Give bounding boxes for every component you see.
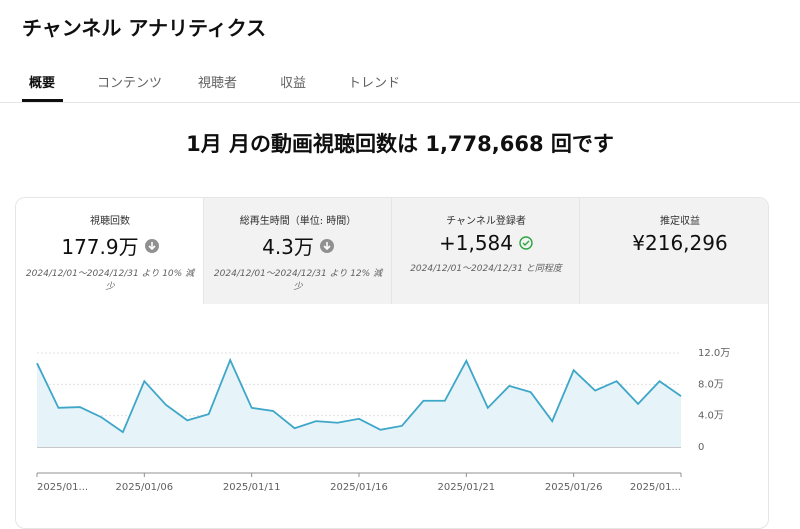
down-icon [144,238,159,253]
tab[interactable]: 視聴者 [198,76,238,91]
tab[interactable]: コンテンツ [97,76,163,91]
analytics-panel: 視聴回数 177.9万 2024/12/01〜2024/12/31 より 10%… [15,197,769,529]
metric-card[interactable]: 視聴回数 177.9万 2024/12/01〜2024/12/31 より 10%… [16,198,204,304]
metric-row: 4.3万 [204,231,392,260]
tab[interactable]: 概要 [29,76,56,91]
metric-row: ¥216,296 [580,231,768,255]
x-tick-label: 2025/01/11 [223,482,281,493]
metric-comparison: 2024/12/01〜2024/12/31 より 12% 減少 [213,269,383,292]
metric-value: ¥216,296 [632,231,728,255]
headline: 1月 月の動画視聴回数は 1,778,668 回です [186,132,614,156]
x-tick-label: 2025/01/21 [438,482,496,493]
y-tick-label: 4.0万 [698,411,724,422]
area-fill [37,360,681,447]
x-tick-label: 2025/01... [37,482,88,493]
metric-label: 総再生時間（単位: 時間） [239,216,357,227]
tab-indicator [22,99,63,102]
y-tick-label: 12.0万 [698,348,730,359]
page: {"header": {"title": "チャンネル アナリティクス"}, "… [0,16,800,529]
metric-value: 4.3万 [262,235,314,259]
metric-comparison: 2024/12/01〜2024/12/31 と同程度 [410,264,562,274]
metric-comparison: 2024/12/01〜2024/12/31 より 10% 減少 [25,269,195,292]
metric-card[interactable]: チャンネル登録者 +1,584 2024/12/01〜2024/12/31 と同… [391,198,580,304]
x-tick-label: 2025/01/16 [330,482,388,493]
metric-row: 177.9万 [16,231,204,260]
x-tick-label: 2025/01/06 [116,482,174,493]
y-tick-label: 0 [698,442,704,453]
x-tick-label: 2025/01... [630,482,681,493]
metric-value: 177.9万 [61,235,139,259]
metric-card[interactable]: 総再生時間（単位: 時間） 4.3万 2024/12/01〜2024/12/31… [203,198,392,304]
metric-row: +1,584 [392,231,580,255]
tab-bar: 概要 コンテンツ 視聴者 収益 トレンド [0,64,800,103]
check-icon [519,236,533,250]
metric-label: チャンネル登録者 [446,216,526,227]
tab[interactable]: 収益 [280,76,307,91]
metric-label: 推定収益 [660,216,700,227]
line-series [36,357,682,434]
metric-card[interactable]: 推定収益 ¥216,296 [579,198,768,304]
y-tick-label: 8.0万 [698,379,724,390]
chart: 0 4.0万 8.0万 12.0万 2025/01... 2025/01/06 2025/0… [36,348,730,493]
down-icon [319,238,334,253]
x-tick-label: 2025/01/26 [545,482,603,493]
metric-label: 視聴回数 [90,216,130,227]
page-title: チャンネル アナリティクス [22,16,267,40]
tab[interactable]: トレンド [348,76,401,91]
metric-value: +1,584 [438,231,513,255]
